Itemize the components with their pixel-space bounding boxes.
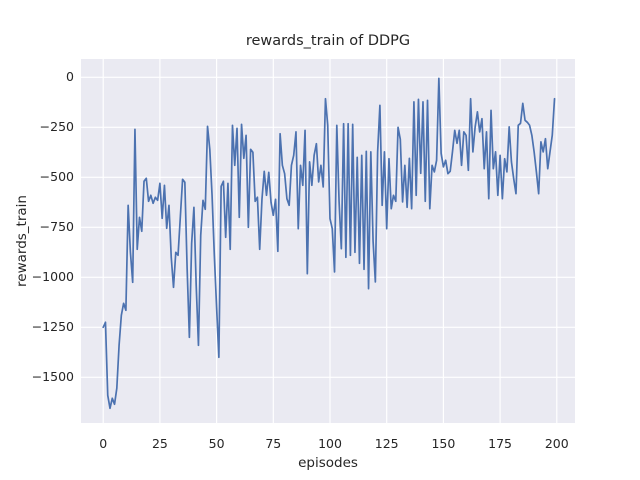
x-tick-label: 100	[318, 436, 342, 451]
y-tick-label: 0	[66, 69, 74, 85]
x-axis-label: episodes	[298, 455, 358, 471]
y-tick-label: −750	[39, 219, 74, 235]
chart-title: rewards_train of DDPG	[245, 33, 411, 49]
x-tick-label: 200	[544, 436, 569, 451]
x-tick-label: 50	[208, 436, 225, 451]
y-axis-label-text: rewards_train	[14, 195, 30, 287]
x-tick-label: 0	[99, 436, 108, 451]
x-tick-label: 150	[431, 436, 456, 451]
x-tick-label: 125	[374, 436, 399, 451]
plot-background	[81, 59, 575, 423]
gridlines	[81, 59, 575, 423]
y-tick-label: −500	[39, 169, 74, 185]
x-tick-label: 25	[151, 436, 168, 451]
y-tick-label: −1250	[31, 319, 74, 335]
x-tick-label: 175	[488, 436, 513, 451]
y-tick-label: −250	[39, 119, 74, 135]
plot-area	[81, 59, 575, 423]
y-tick-label: −1000	[31, 269, 74, 285]
reward-line-series	[102, 77, 556, 410]
y-tick-label: −1500	[31, 369, 74, 385]
x-tick-label: 75	[265, 436, 282, 451]
